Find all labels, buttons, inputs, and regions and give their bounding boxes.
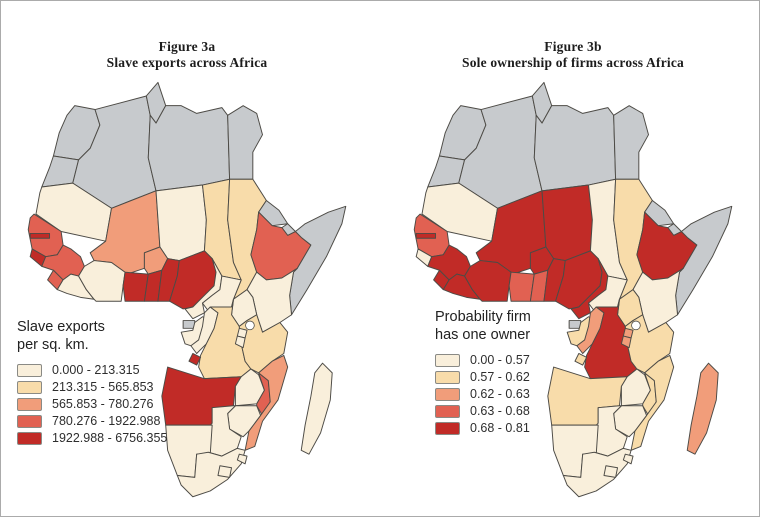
- legend-label: 0.68 - 0.81: [470, 421, 530, 436]
- legend-swatch-class1: [435, 353, 460, 367]
- country-somalia-region: [289, 205, 347, 316]
- country-ghana-region: [508, 271, 535, 302]
- legend-swatch-class5: [17, 431, 42, 445]
- figure-3b-title-line2: Sole ownership of firms across Africa: [461, 55, 684, 71]
- country-swaziland-region: [236, 453, 248, 465]
- legend-slave-exports: Slave exports per sq. km. 0.000 - 213.31…: [15, 319, 230, 447]
- legend-firm-ownership: Probability firm has one owner 0.00 - 0.…: [433, 309, 648, 437]
- country-madagascar-region: [300, 362, 333, 455]
- legend-label: 0.57 - 0.62: [470, 370, 530, 385]
- legend-row: 0.63 - 0.68: [435, 403, 648, 420]
- legend-swatch-class4: [435, 404, 460, 418]
- legend-label: 780.276 - 1922.988: [52, 414, 161, 429]
- legend-row: 0.00 - 0.57: [435, 352, 648, 369]
- country-mozambique-region: [244, 354, 289, 451]
- country-lesotho-region: [217, 465, 233, 478]
- africa-map-firm-ownership: [413, 81, 733, 498]
- legend-row: 0.000 - 213.315: [17, 362, 230, 379]
- country-niger-region: [541, 184, 593, 262]
- country-burundi-region: [620, 335, 632, 349]
- legend-label: 0.63 - 0.68: [470, 404, 530, 419]
- figure-3a-title-line1: Figure 3a: [158, 39, 216, 54]
- legend-swatch-class2: [17, 380, 42, 394]
- country-lesotho-region: [603, 465, 619, 478]
- country-niger-region: [155, 184, 207, 262]
- legend-label: 0.000 - 213.315: [52, 363, 140, 378]
- country-southafrica-region: [176, 447, 246, 498]
- country-egypt-region: [613, 105, 649, 180]
- country-somalia-region: [675, 205, 733, 316]
- country-egypt-region: [227, 105, 263, 180]
- country-cabinda-region: [188, 353, 202, 366]
- legend-title-line2: per sq. km.: [17, 336, 89, 353]
- country-burundi-region: [234, 335, 246, 349]
- figure-3b-title: Figure 3b Sole ownership of firms across…: [395, 39, 751, 72]
- legend-label: 565.853 - 780.276: [52, 397, 154, 412]
- legend-label: 0.62 - 0.63: [470, 387, 530, 402]
- country-southafrica-region: [562, 447, 632, 498]
- legend-label: 0.00 - 0.57: [470, 353, 530, 368]
- legend-row: 0.68 - 0.81: [435, 420, 648, 437]
- country-mauritania-region: [35, 182, 112, 242]
- country-ghana-region: [122, 271, 149, 302]
- legend-row: 565.853 - 780.276: [17, 396, 230, 413]
- country-libya-region: [533, 105, 617, 192]
- figure-3a-title: Figure 3a Slave exports across Africa: [9, 39, 365, 72]
- africa-map-slave-exports: [27, 81, 347, 498]
- figure-3a-title-line2: Slave exports across Africa: [106, 55, 268, 71]
- legend-title-firm-ownership: Probability firm has one owner: [435, 309, 648, 345]
- country-madagascar-region: [686, 362, 719, 455]
- legend-title-line2: has one owner: [435, 326, 531, 343]
- figure-3b-title-line1: Figure 3b: [544, 39, 602, 54]
- legend-title-line1: Probability firm: [435, 309, 531, 325]
- country-gambia-region: [29, 232, 51, 239]
- legend-swatch-class4: [17, 414, 42, 428]
- legend-title-line1: Slave exports: [17, 319, 105, 335]
- legend-row: 0.57 - 0.62: [435, 369, 648, 386]
- lake-victoria: [631, 320, 641, 331]
- country-gambia-region: [415, 232, 437, 239]
- legend-row: 213.315 - 565.853: [17, 379, 230, 396]
- legend-swatch-class2: [435, 370, 460, 384]
- legend-swatch-class1: [17, 363, 42, 377]
- country-mauritania-region: [421, 182, 498, 242]
- legend-swatch-class3: [17, 397, 42, 411]
- legend-row: 1922.988 - 6756.355: [17, 430, 230, 447]
- legend-label: 1922.988 - 6756.355: [52, 431, 168, 446]
- country-swaziland-region: [622, 453, 634, 465]
- legend-row: 0.62 - 0.63: [435, 386, 648, 403]
- lake-victoria: [245, 320, 255, 331]
- country-mozambique-region: [630, 354, 675, 451]
- country-libya-region: [147, 105, 231, 192]
- legend-swatch-class5: [435, 421, 460, 435]
- legend-label: 213.315 - 565.853: [52, 380, 154, 395]
- legend-title-slave-exports: Slave exports per sq. km.: [17, 319, 230, 355]
- country-cabinda-region: [574, 353, 588, 366]
- legend-row: 780.276 - 1922.988: [17, 413, 230, 430]
- legend-swatch-class3: [435, 387, 460, 401]
